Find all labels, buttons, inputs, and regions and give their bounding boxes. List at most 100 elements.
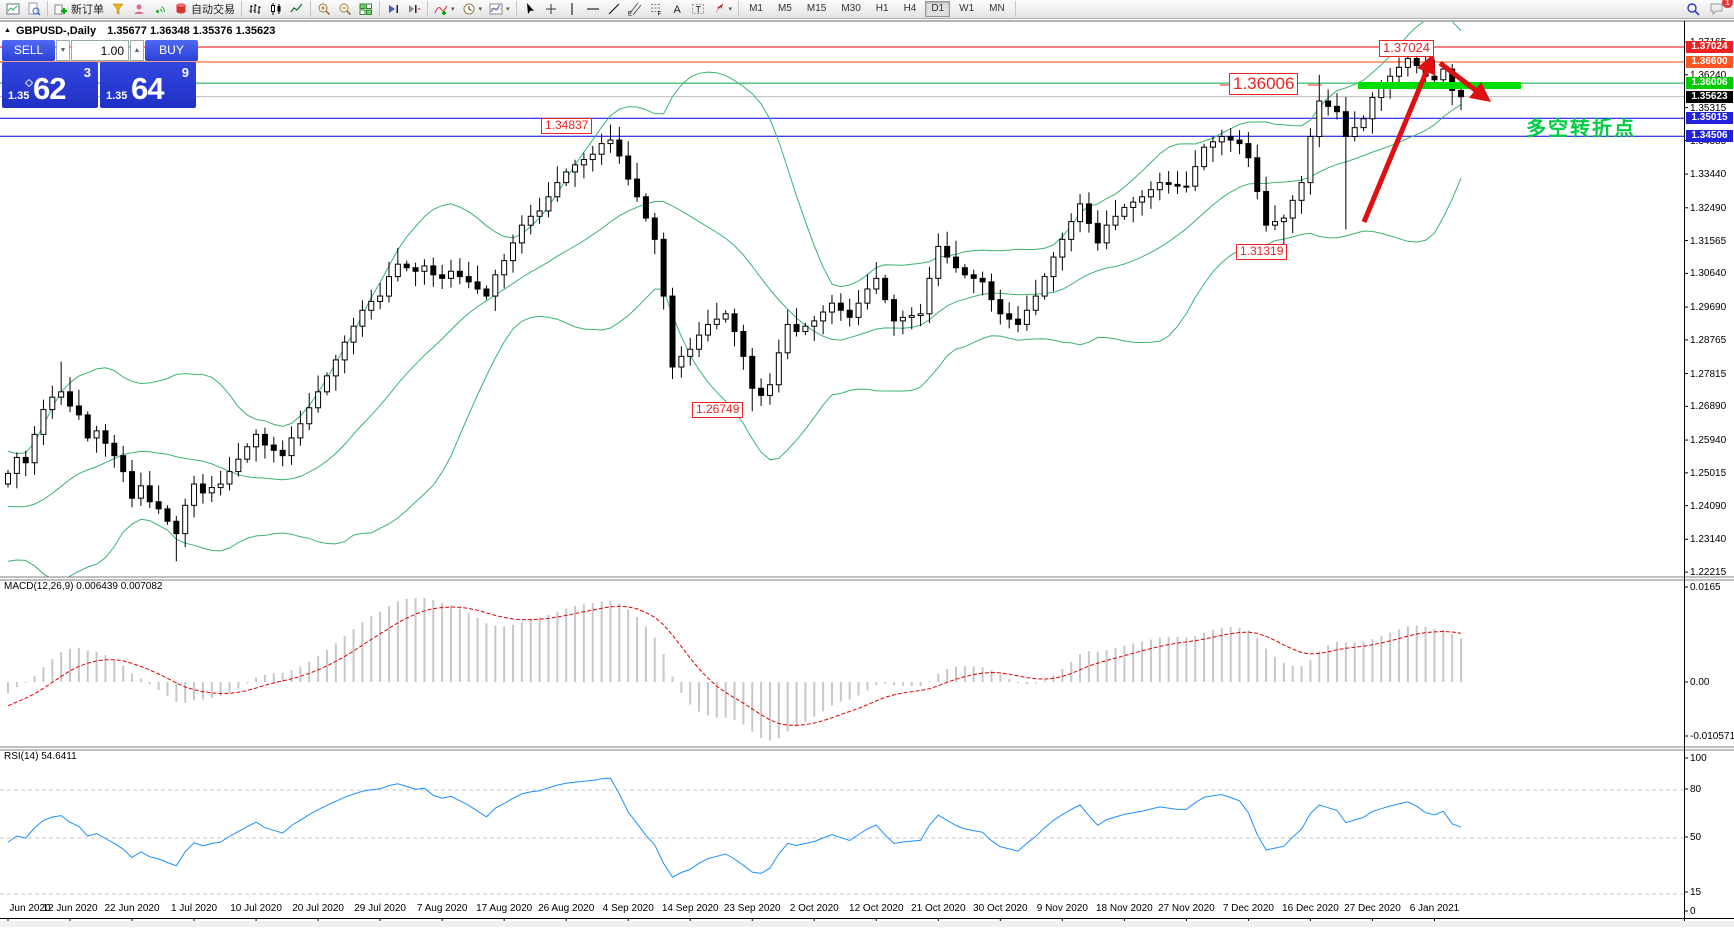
periods-icon (462, 2, 476, 16)
chart-window[interactable]: ▲ GBPUSD-,Daily 1.35677 1.36348 1.35376 … (0, 19, 1734, 946)
periods-button[interactable]: ▾ (460, 1, 485, 17)
search-icon (1686, 2, 1700, 16)
autotrade-icon (174, 2, 188, 16)
community-button[interactable] (130, 1, 148, 17)
toolbar-right: 1 (1684, 0, 1734, 17)
date-label: 18 Nov 2020 (1096, 903, 1153, 914)
toolbar-group-trade: 新订单 自动交易 (48, 1, 242, 17)
price-tick-label: 1.36240 (1690, 69, 1727, 81)
volume-input[interactable] (71, 40, 129, 61)
price-badge: 1.36006 (1686, 77, 1733, 90)
volume-decrease-button[interactable]: ▼ (56, 40, 70, 61)
date-label: 12 Jun 2020 (42, 903, 98, 914)
bars-button[interactable] (246, 1, 264, 17)
price-annotation[interactable]: 1.36006 (1229, 73, 1299, 95)
horizontal-line-button[interactable] (584, 1, 602, 17)
search-icon[interactable] (1684, 1, 1702, 17)
arrows-icon (712, 2, 726, 16)
tile-windows-button[interactable] (357, 1, 375, 17)
price-tick-label: 1.29690 (1690, 302, 1727, 314)
fibonacci-button[interactable]: F (647, 1, 665, 18)
toolbar-group-charts (0, 1, 48, 17)
signals-button[interactable] (151, 1, 169, 17)
sell-price-panel[interactable]: 1.35 62 3 (2, 62, 98, 108)
crosshair-button[interactable] (542, 1, 560, 17)
trend-down-arrow[interactable] (1438, 61, 1491, 103)
community-icon (132, 2, 146, 16)
date-label: 14 Sep 2020 (661, 903, 719, 914)
svg-text:A: A (673, 4, 681, 16)
turning-point-label[interactable]: 多空转折点 (1526, 118, 1636, 140)
sell-button[interactable]: SELL (2, 40, 55, 61)
timeframe-M15[interactable]: M15 (806, 3, 827, 14)
candles-button[interactable] (267, 1, 285, 17)
support-zone-bar[interactable] (1358, 82, 1521, 89)
arrows-button[interactable]: ▾ (710, 1, 735, 17)
label-button[interactable]: T (689, 1, 707, 17)
bars-icon (248, 2, 262, 16)
chart-shift-button[interactable] (405, 1, 423, 17)
rsi-tick-label: 50 (1690, 832, 1702, 843)
buy-button[interactable]: BUY (145, 40, 198, 61)
svg-text:E: E (628, 12, 632, 17)
price-badge: 1.36600 (1686, 56, 1733, 69)
date-label: 2 Oct 2020 (789, 903, 839, 914)
date-label: Jun 2020 (9, 903, 51, 914)
price-tick-label: 1.26890 (1690, 401, 1727, 413)
price-tick-label: 1.33440 (1690, 169, 1727, 181)
price-badge: 1.37024 (1686, 41, 1733, 53)
date-label: 10 Jul 2020 (230, 903, 282, 914)
timeframe-D1[interactable]: D1 (925, 1, 951, 17)
price-annotation[interactable]: 1.31319 (1236, 244, 1288, 260)
history-center-button[interactable] (109, 1, 127, 17)
text-button[interactable]: A (668, 1, 686, 17)
channel-button[interactable]: E (626, 1, 644, 18)
rsi-tick-label: 80 (1690, 784, 1702, 795)
history-center-icon (111, 2, 125, 16)
profiles-button[interactable] (25, 1, 43, 17)
templates-button[interactable]: ▾ (487, 1, 512, 17)
sell-price-pip: 3 (83, 65, 91, 80)
trend-up-arrow[interactable] (1361, 53, 1436, 223)
new-chart-icon (6, 2, 20, 16)
new-chart-button[interactable] (4, 1, 22, 17)
timeframe-MN[interactable]: MN (989, 3, 1005, 14)
macd-tick-label: -0.010571 (1690, 731, 1734, 742)
toolbar-group-objects: E F A T ▾ (517, 1, 740, 18)
trendline-button[interactable] (605, 1, 623, 17)
autotrade-button[interactable]: 自动交易 (172, 1, 237, 17)
price-tick-label: 1.27815 (1690, 368, 1727, 380)
timeframe-M5[interactable]: M5 (777, 3, 792, 14)
new-order-button[interactable]: 新订单 (52, 1, 106, 17)
svg-text:F: F (657, 12, 661, 17)
price-annotation[interactable]: 1.37024 (1379, 40, 1434, 57)
price-annotation[interactable]: 1.34837 (541, 118, 593, 134)
line-chart-button[interactable] (288, 1, 306, 17)
auto-scroll-button[interactable] (384, 1, 402, 17)
timeframe-H4[interactable]: H4 (903, 3, 917, 14)
vertical-line-icon (565, 2, 579, 16)
indicators-button[interactable]: ▾ (432, 1, 457, 17)
vertical-line-button[interactable] (563, 1, 581, 17)
timeframe-H1[interactable]: H1 (875, 3, 889, 14)
timeframe-M30[interactable]: M30 (841, 3, 861, 14)
notifications-icon[interactable]: 1 (1708, 0, 1733, 17)
new-order-icon (54, 2, 68, 16)
timeframe-M1[interactable]: M1 (749, 3, 763, 14)
sell-price-main: 62 (33, 71, 66, 106)
macd-tick-label: 0.0165 (1690, 582, 1721, 593)
collapse-icon[interactable]: ▲ (4, 27, 11, 34)
zoom-in-button[interactable] (315, 1, 333, 17)
price-annotation[interactable]: 1.26749 (692, 402, 744, 418)
notification-badge: 1 (1722, 0, 1733, 8)
zoom-out-icon (338, 2, 352, 16)
timeframe-W1[interactable]: W1 (959, 3, 975, 14)
zoom-out-button[interactable] (336, 1, 354, 17)
buy-price-panel[interactable]: 1.35 64 9 (100, 62, 196, 108)
toolbar: 新订单 自动交易 ▾ ▾ ▾ E F A T ▾ M1 M5 M15 M30 H1 H4 D1 W1 MN 1 (0, 0, 1734, 19)
line-chart-icon (290, 2, 304, 16)
cursor-button[interactable] (521, 1, 539, 17)
volume-increase-button[interactable]: ▲ (130, 40, 144, 61)
auto-scroll-icon (386, 2, 400, 16)
